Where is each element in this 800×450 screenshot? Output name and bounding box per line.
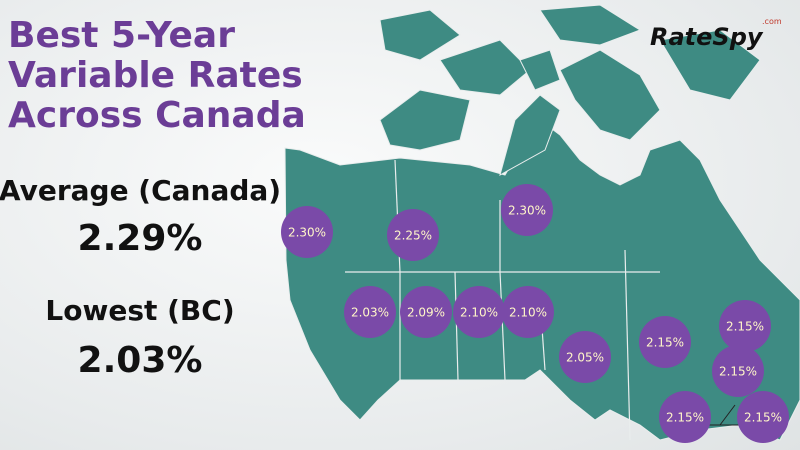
rate-circle [712,345,764,397]
rate-label: 2.05% [566,351,604,365]
rate-label: 2.09% [407,306,445,320]
title-line: Variable Rates [8,55,303,96]
rate-circle [639,316,691,368]
rate-circle [559,331,611,383]
lowest-value: 2.03% [78,340,203,381]
rate-label: 2.10% [509,306,547,320]
rate-label: 2.10% [460,306,498,320]
rate-circle [501,184,553,236]
rate-label: 2.30% [288,226,326,240]
average-label: Average (Canada) [0,174,281,207]
rate-circle [719,300,771,352]
rate-circle [737,391,789,443]
rate-circle [400,286,452,338]
lowest-label: Lowest (BC) [45,294,234,327]
title-line: Best 5-Year [8,15,235,56]
rate-circle [281,206,333,258]
rate-circle [344,286,396,338]
rate-label: 2.15% [744,411,782,425]
rate-circle [453,286,505,338]
logo: RateSpy [650,23,764,51]
logo-suffix: .com [762,17,782,26]
title-line: Across Canada [8,95,306,136]
rate-label: 2.15% [646,336,684,350]
average-value: 2.29% [78,218,203,259]
rate-label: 2.15% [719,365,757,379]
rate-label: 2.15% [726,320,764,334]
canada-map [284,4,800,441]
rate-circle [659,391,711,443]
rate-label: 2.25% [394,229,432,243]
rate-label: 2.15% [666,411,704,425]
rate-label: 2.30% [508,204,546,218]
rate-circle [502,286,554,338]
rate-circle [387,209,439,261]
rate-label: 2.03% [351,306,389,320]
